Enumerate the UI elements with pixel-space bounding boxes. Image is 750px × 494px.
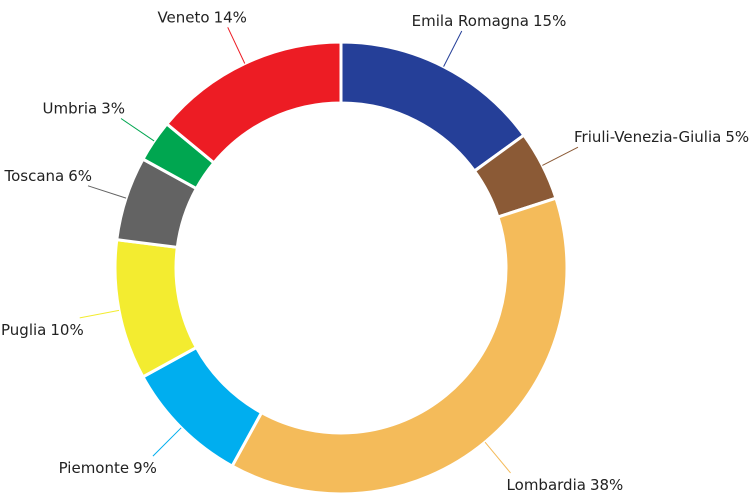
slice-name: Veneto <box>157 8 209 26</box>
slice-name: Umbria <box>43 99 98 117</box>
slice-label: Emila Romagna 15% <box>412 11 567 29</box>
slice-name: Piemonte <box>59 459 130 477</box>
leader-line <box>120 118 155 142</box>
donut-segment <box>339 40 526 174</box>
slice-label: Veneto 14% <box>157 8 246 26</box>
slice-name: Lombardia <box>507 475 586 493</box>
slice-value: 14% <box>214 8 247 26</box>
leader-line <box>79 309 120 319</box>
slice-value: 38% <box>590 475 623 493</box>
slice-name: Toscana <box>3 166 64 184</box>
leader-line <box>152 427 182 457</box>
donut-segment <box>164 40 343 165</box>
slice-value: 3% <box>101 99 125 117</box>
leader-line <box>542 146 579 166</box>
slice-label: Toscana 6% <box>3 166 92 184</box>
slice-name: Friuli-Venezia-Giulia <box>574 128 721 146</box>
leader-line <box>484 441 511 474</box>
leader-line <box>87 185 127 199</box>
slice-label: Friuli-Venezia-Giulia 5% <box>574 128 749 146</box>
slice-value: 15% <box>533 11 566 29</box>
leader-line <box>443 30 463 67</box>
donut-segment <box>230 196 569 494</box>
slice-value: 10% <box>50 320 83 338</box>
slice-value: 5% <box>725 128 749 146</box>
slice-name: Puglia <box>1 320 46 338</box>
slice-value: 9% <box>133 459 157 477</box>
slice-label: Umbria 3% <box>43 99 125 117</box>
slice-value: 6% <box>68 166 92 184</box>
slice-label: Lombardia 38% <box>507 475 624 493</box>
slice-name: Emila Romagna <box>412 11 529 29</box>
slice-label: Piemonte 9% <box>59 459 157 477</box>
leader-line <box>227 27 246 64</box>
slice-label: Puglia 10% <box>1 320 84 338</box>
